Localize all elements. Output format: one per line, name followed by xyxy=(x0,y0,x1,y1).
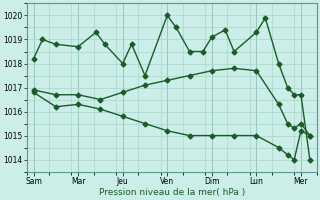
X-axis label: Pression niveau de la mer( hPa ): Pression niveau de la mer( hPa ) xyxy=(99,188,245,197)
